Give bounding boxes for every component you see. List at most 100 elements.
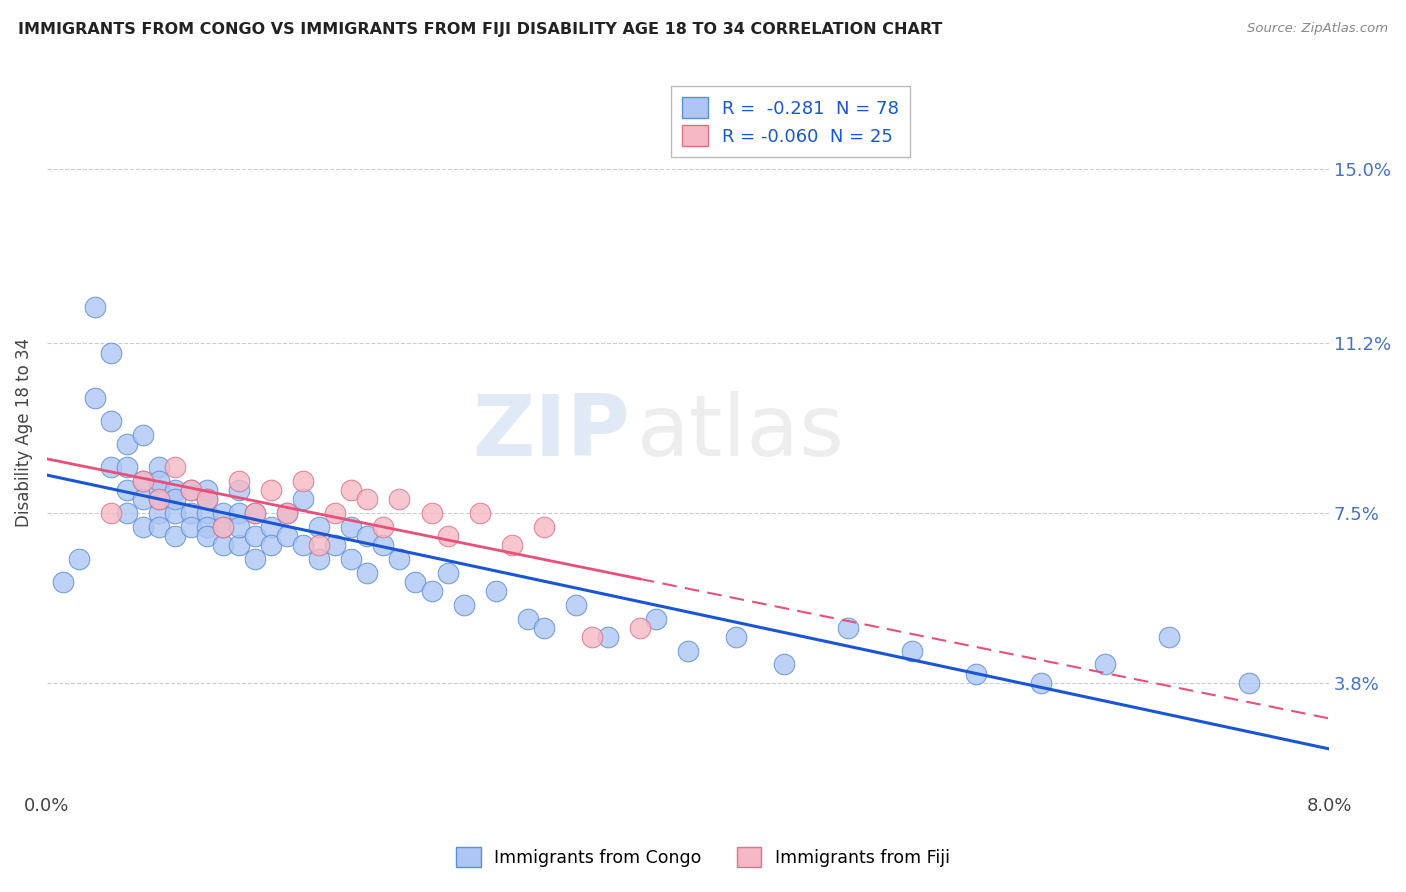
Point — [148, 506, 170, 520]
Legend: R =  -0.281  N = 78, R = -0.060  N = 25: R = -0.281 N = 78, R = -0.060 N = 25 — [672, 87, 910, 157]
Point — [84, 392, 107, 406]
Point — [115, 506, 138, 520]
Legend: Immigrants from Congo, Immigrants from Fiji: Immigrants from Congo, Immigrants from F… — [450, 840, 956, 874]
Point — [84, 300, 107, 314]
Point — [1237, 675, 1260, 690]
Point — [132, 492, 155, 507]
Point — [180, 483, 202, 498]
Point — [52, 574, 75, 589]
Point — [308, 538, 330, 552]
Point — [533, 520, 555, 534]
Point — [195, 492, 218, 507]
Point — [276, 529, 298, 543]
Point — [115, 483, 138, 498]
Point — [148, 492, 170, 507]
Point — [276, 506, 298, 520]
Y-axis label: Disability Age 18 to 34: Disability Age 18 to 34 — [15, 338, 32, 527]
Point — [1094, 657, 1116, 672]
Point — [260, 483, 283, 498]
Point — [195, 483, 218, 498]
Point — [901, 643, 924, 657]
Point — [773, 657, 796, 672]
Point — [165, 483, 187, 498]
Point — [837, 621, 859, 635]
Point — [228, 506, 250, 520]
Point — [724, 630, 747, 644]
Point — [165, 506, 187, 520]
Point — [228, 474, 250, 488]
Point — [212, 506, 235, 520]
Point — [965, 666, 987, 681]
Point — [485, 584, 508, 599]
Point — [373, 538, 395, 552]
Point — [1029, 675, 1052, 690]
Point — [195, 506, 218, 520]
Point — [212, 520, 235, 534]
Point — [388, 492, 411, 507]
Point — [165, 460, 187, 475]
Point — [67, 552, 90, 566]
Point — [260, 538, 283, 552]
Point — [195, 492, 218, 507]
Point — [165, 529, 187, 543]
Point — [1157, 630, 1180, 644]
Point — [148, 483, 170, 498]
Point — [228, 538, 250, 552]
Point — [340, 552, 363, 566]
Point — [180, 520, 202, 534]
Point — [132, 474, 155, 488]
Point — [436, 566, 458, 580]
Point — [420, 584, 443, 599]
Point — [245, 552, 267, 566]
Point — [180, 506, 202, 520]
Point — [565, 598, 588, 612]
Text: ZIP: ZIP — [472, 392, 630, 475]
Point — [516, 611, 538, 625]
Point — [132, 520, 155, 534]
Point — [100, 345, 122, 359]
Point — [388, 552, 411, 566]
Point — [533, 621, 555, 635]
Point — [453, 598, 475, 612]
Point — [115, 460, 138, 475]
Point — [132, 474, 155, 488]
Point — [212, 538, 235, 552]
Point — [148, 520, 170, 534]
Point — [405, 574, 427, 589]
Point — [340, 520, 363, 534]
Point — [468, 506, 491, 520]
Point — [100, 506, 122, 520]
Point — [165, 492, 187, 507]
Point — [340, 483, 363, 498]
Text: IMMIGRANTS FROM CONGO VS IMMIGRANTS FROM FIJI DISABILITY AGE 18 TO 34 CORRELATIO: IMMIGRANTS FROM CONGO VS IMMIGRANTS FROM… — [18, 22, 942, 37]
Point — [581, 630, 603, 644]
Point — [420, 506, 443, 520]
Text: Source: ZipAtlas.com: Source: ZipAtlas.com — [1247, 22, 1388, 36]
Point — [228, 520, 250, 534]
Point — [132, 428, 155, 442]
Point — [436, 529, 458, 543]
Point — [115, 437, 138, 451]
Point — [292, 538, 315, 552]
Point — [308, 520, 330, 534]
Point — [148, 460, 170, 475]
Point — [308, 552, 330, 566]
Point — [356, 492, 378, 507]
Point — [644, 611, 666, 625]
Point — [195, 529, 218, 543]
Point — [245, 506, 267, 520]
Point — [100, 460, 122, 475]
Point — [356, 566, 378, 580]
Point — [325, 506, 347, 520]
Point — [292, 474, 315, 488]
Point — [195, 520, 218, 534]
Point — [356, 529, 378, 543]
Point — [148, 492, 170, 507]
Point — [373, 520, 395, 534]
Point — [628, 621, 651, 635]
Point — [212, 520, 235, 534]
Point — [260, 520, 283, 534]
Point — [676, 643, 699, 657]
Point — [501, 538, 523, 552]
Point — [596, 630, 619, 644]
